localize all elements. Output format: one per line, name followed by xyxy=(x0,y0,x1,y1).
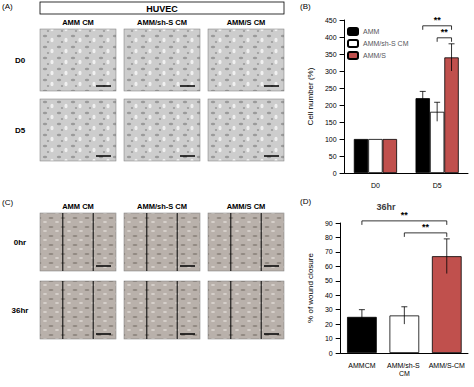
svg-text:450: 450 xyxy=(325,17,337,24)
svg-text:150: 150 xyxy=(325,119,337,126)
svg-text:**: ** xyxy=(434,15,442,25)
svg-text:30: 30 xyxy=(325,306,333,313)
svg-text:AMM/S CM: AMM/S CM xyxy=(227,18,266,27)
svg-text:90: 90 xyxy=(325,220,333,227)
svg-text:AMM CM: AMM CM xyxy=(62,18,94,27)
svg-text:40: 40 xyxy=(325,292,333,299)
svg-text:AMM/S-CM: AMM/S-CM xyxy=(429,362,465,369)
svg-text:250: 250 xyxy=(325,85,337,92)
svg-text:0: 0 xyxy=(333,170,337,177)
svg-text:AMM: AMM xyxy=(363,28,380,35)
svg-text:20: 20 xyxy=(325,321,333,328)
svg-text:AMMCM: AMMCM xyxy=(348,362,375,369)
svg-text:0: 0 xyxy=(329,350,333,357)
svg-text:60: 60 xyxy=(325,263,333,270)
svg-text:HUVEC: HUVEC xyxy=(146,4,178,14)
svg-text:80: 80 xyxy=(325,234,333,241)
svg-text:350: 350 xyxy=(325,51,337,58)
svg-text:AMM/S: AMM/S xyxy=(363,52,386,59)
svg-text:AMM CM: AMM CM xyxy=(62,202,94,211)
svg-text:**: ** xyxy=(441,27,449,37)
svg-text:36hr: 36hr xyxy=(12,306,29,315)
svg-text:(D): (D) xyxy=(300,197,311,206)
svg-text:10: 10 xyxy=(325,335,333,342)
svg-text:D5: D5 xyxy=(15,126,26,135)
svg-text:% of wound closure: % of wound closure xyxy=(306,253,315,323)
svg-text:AMM/sh-S CM: AMM/sh-S CM xyxy=(363,40,409,47)
svg-text:AMM/S CM: AMM/S CM xyxy=(227,202,266,211)
svg-text:AMM/sh-S: AMM/sh-S xyxy=(387,362,422,369)
svg-text:100: 100 xyxy=(325,136,337,143)
svg-text:36hr: 36hr xyxy=(376,202,396,212)
svg-text:50: 50 xyxy=(325,277,333,284)
svg-text:CM: CM xyxy=(399,370,410,377)
svg-text:300: 300 xyxy=(325,68,337,75)
svg-text:(A): (A) xyxy=(2,2,13,11)
svg-text:AMM/sh-S CM: AMM/sh-S CM xyxy=(137,202,187,211)
svg-text:**: ** xyxy=(422,222,430,232)
svg-text:(B): (B) xyxy=(300,2,311,11)
svg-text:D0: D0 xyxy=(15,56,26,65)
svg-text:D0: D0 xyxy=(371,182,380,189)
svg-text:50: 50 xyxy=(329,153,337,160)
svg-text:0hr: 0hr xyxy=(14,238,26,247)
svg-text:200: 200 xyxy=(325,102,337,109)
svg-text:70: 70 xyxy=(325,248,333,255)
svg-text:400: 400 xyxy=(325,34,337,41)
svg-text:(C): (C) xyxy=(2,198,13,207)
svg-text:AMM/sh-S CM: AMM/sh-S CM xyxy=(137,18,187,27)
svg-text:D5: D5 xyxy=(433,182,442,189)
svg-text:Cell number (%): Cell number (%) xyxy=(306,67,315,125)
svg-text:**: ** xyxy=(401,210,409,220)
